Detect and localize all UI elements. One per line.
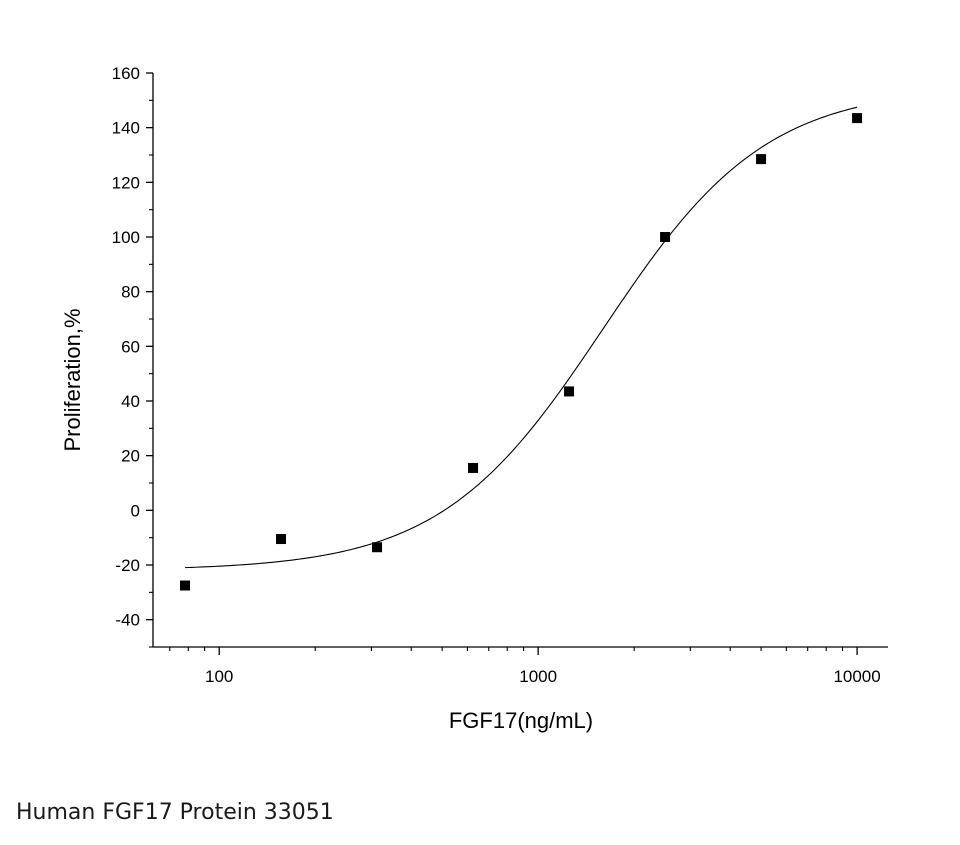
fit-curve-layer xyxy=(185,106,858,569)
x-tick-label: 10000 xyxy=(833,667,880,686)
data-point xyxy=(852,113,863,124)
data-point xyxy=(660,232,671,242)
fit-curve xyxy=(185,106,858,569)
y-tick-label: 40 xyxy=(121,392,140,411)
y-tick-label: 80 xyxy=(121,283,140,302)
figure-caption: Human FGF17 Protein 33051 xyxy=(16,800,334,825)
x-axis: 100 1000 10000 xyxy=(153,646,888,686)
y-tick-label: 120 xyxy=(112,173,140,192)
data-point xyxy=(756,154,767,165)
y-tick-label: -20 xyxy=(115,556,140,575)
data-point xyxy=(276,534,287,545)
y-tick-label: 20 xyxy=(121,447,140,466)
data-point xyxy=(564,386,575,397)
y-tick-label: 140 xyxy=(112,119,140,138)
data-points-layer xyxy=(180,113,863,591)
y-tick-label: 100 xyxy=(112,228,140,247)
data-point xyxy=(372,542,383,553)
data-point xyxy=(468,462,479,473)
y-tick-label: 60 xyxy=(121,337,140,356)
x-tick-label: 1000 xyxy=(519,667,557,686)
y-tick-label: -40 xyxy=(115,611,140,630)
x-axis-title: FGF17(ng/mL) xyxy=(449,708,593,733)
y-tick-label: 0 xyxy=(131,501,140,520)
y-axis: -40 -20 0 20 40 60 80 100 120 140 160 xyxy=(112,64,154,648)
y-tick-label: 160 xyxy=(112,64,140,83)
data-point xyxy=(180,580,191,591)
y-axis-title: Proliferation,% xyxy=(60,308,85,451)
x-tick-label: 100 xyxy=(205,667,233,686)
